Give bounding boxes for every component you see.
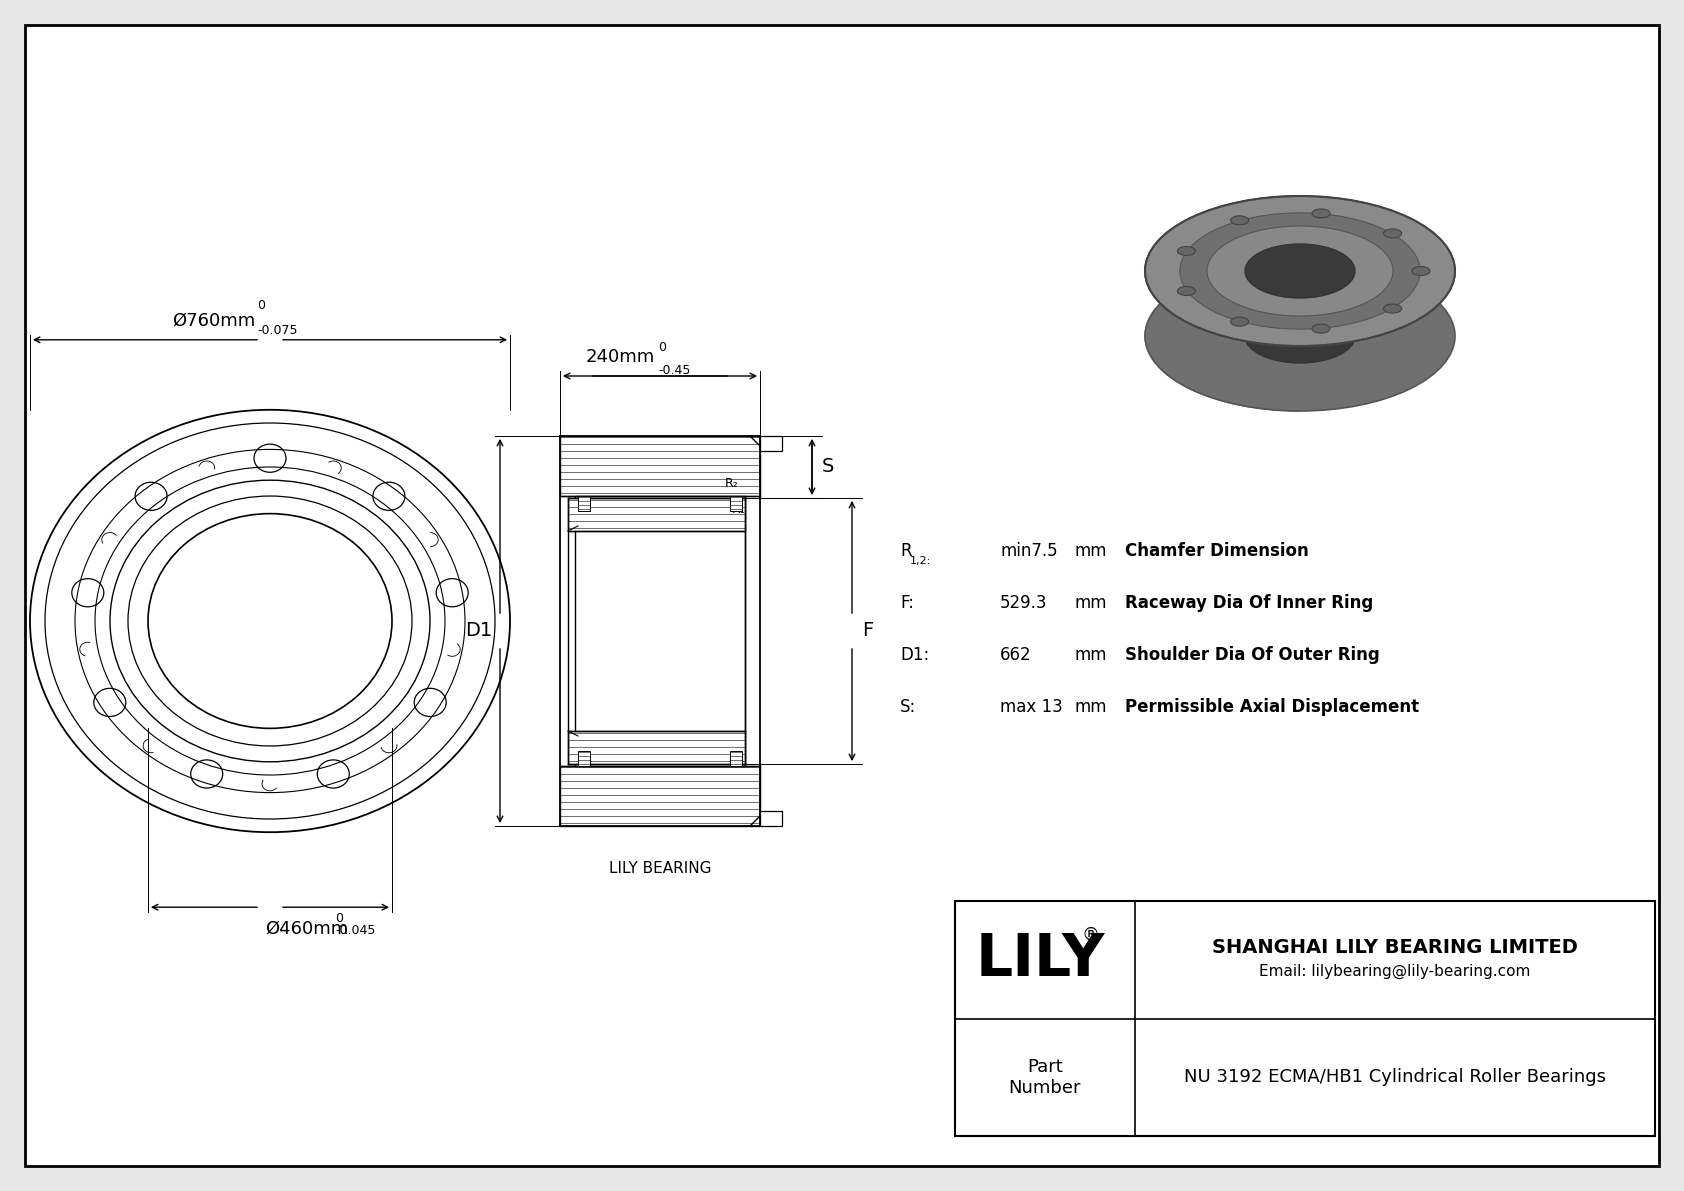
Text: max 13: max 13: [1000, 698, 1063, 716]
Bar: [561, 766, 759, 827]
Ellipse shape: [1384, 304, 1401, 313]
Text: F:: F:: [899, 594, 914, 612]
Text: mm: mm: [1074, 594, 1108, 612]
Text: S:: S:: [899, 698, 916, 716]
Bar: [568, 498, 744, 531]
Text: 0: 0: [658, 341, 665, 354]
Text: Permissible Axial Displacement: Permissible Axial Displacement: [1125, 698, 1420, 716]
Text: Part
Number: Part Number: [1009, 1058, 1081, 1097]
Text: Ø460mm: Ø460mm: [264, 919, 349, 937]
Text: 1,2:: 1,2:: [909, 556, 931, 566]
Text: D1: D1: [465, 622, 492, 641]
Bar: [759, 811, 781, 827]
Bar: [578, 752, 589, 766]
Text: Email: lilybearing@lily-bearing.com: Email: lilybearing@lily-bearing.com: [1260, 965, 1531, 979]
Text: 529.3: 529.3: [1000, 594, 1047, 612]
Text: 240mm: 240mm: [586, 348, 655, 366]
Text: R₂: R₂: [726, 478, 739, 490]
Text: S: S: [822, 457, 834, 476]
Ellipse shape: [1384, 229, 1401, 238]
Ellipse shape: [1177, 247, 1196, 256]
Bar: [729, 495, 743, 511]
Ellipse shape: [1231, 317, 1248, 326]
Text: R₁: R₁: [733, 503, 746, 516]
Text: 0: 0: [335, 912, 344, 925]
Ellipse shape: [1145, 261, 1455, 411]
Text: mm: mm: [1074, 698, 1108, 716]
Text: R: R: [899, 542, 911, 560]
Text: SHANGHAI LILY BEARING LIMITED: SHANGHAI LILY BEARING LIMITED: [1212, 939, 1578, 958]
Text: D1:: D1:: [899, 646, 930, 665]
Ellipse shape: [1312, 324, 1330, 333]
Ellipse shape: [1145, 197, 1455, 347]
Text: ®: ®: [1081, 925, 1100, 943]
Text: NU 3192 ECMA/HB1 Cylindrical Roller Bearings: NU 3192 ECMA/HB1 Cylindrical Roller Bear…: [1184, 1068, 1607, 1086]
Text: LILY BEARING: LILY BEARING: [608, 861, 711, 877]
Text: mm: mm: [1074, 542, 1108, 560]
Text: -0.45: -0.45: [658, 364, 690, 378]
Text: F: F: [862, 622, 874, 641]
Text: min7.5: min7.5: [1000, 542, 1058, 560]
Ellipse shape: [1177, 287, 1196, 295]
Text: Chamfer Dimension: Chamfer Dimension: [1125, 542, 1308, 560]
Ellipse shape: [1231, 216, 1248, 225]
Bar: [955, 902, 1655, 1136]
Bar: [578, 495, 589, 511]
Text: -0.075: -0.075: [258, 324, 298, 337]
Text: 662: 662: [1000, 646, 1032, 665]
Ellipse shape: [1244, 308, 1356, 363]
Ellipse shape: [1207, 226, 1393, 316]
Bar: [759, 436, 781, 451]
Bar: [574, 495, 744, 766]
Text: -0.045: -0.045: [335, 924, 376, 937]
Ellipse shape: [1244, 244, 1356, 298]
Text: mm: mm: [1074, 646, 1108, 665]
Text: Shoulder Dia Of Outer Ring: Shoulder Dia Of Outer Ring: [1125, 646, 1379, 665]
Bar: [729, 752, 743, 766]
Ellipse shape: [1411, 267, 1430, 275]
Text: Raceway Dia Of Inner Ring: Raceway Dia Of Inner Ring: [1125, 594, 1372, 612]
Polygon shape: [1145, 197, 1300, 411]
Ellipse shape: [1312, 208, 1330, 218]
Text: Ø760mm: Ø760mm: [172, 312, 254, 330]
Bar: [561, 436, 759, 495]
Ellipse shape: [1180, 213, 1420, 329]
Text: 0: 0: [258, 299, 264, 312]
Bar: [568, 731, 744, 763]
Text: LILY: LILY: [975, 931, 1105, 989]
